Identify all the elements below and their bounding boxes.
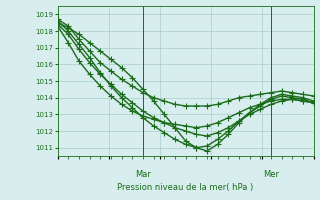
Text: Pression niveau de la mer( hPa ): Pression niveau de la mer( hPa )	[117, 183, 254, 192]
Text: Mar: Mar	[135, 170, 151, 179]
Text: Mer: Mer	[263, 170, 279, 179]
